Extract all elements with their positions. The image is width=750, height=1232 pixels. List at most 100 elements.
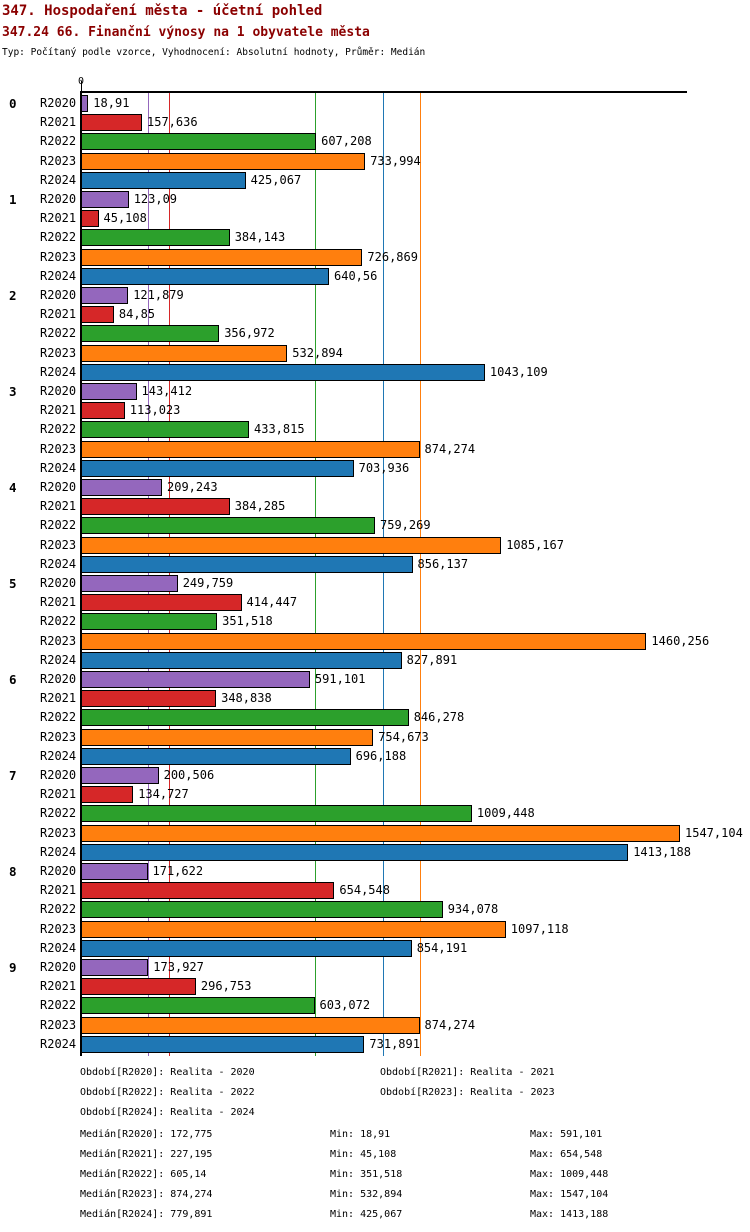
bar-r2020-0 [81, 95, 89, 112]
median-line-r2021 [169, 93, 170, 1056]
bar-value-label: 356,972 [224, 326, 275, 341]
bar-value-label: 532,894 [292, 345, 343, 360]
series-row-label: R2020 [40, 864, 77, 878]
bar-value-label: 249,759 [182, 576, 234, 590]
series-row-label: R2024 [40, 556, 77, 571]
bar-value-label: 1460,256 [651, 633, 710, 648]
group-label: 5 [9, 576, 17, 591]
series-row-label: R2022 [40, 422, 77, 437]
bar-r2022-1 [81, 229, 230, 247]
bar-r2022-6 [81, 709, 409, 727]
legend-period-label: Období[R2023]: Realita - 2023 [380, 1087, 555, 1098]
bar-value-label: 654,548 [339, 883, 390, 898]
series-row-label: R2024 [40, 1036, 77, 1051]
bar-r2024-2 [81, 363, 485, 381]
bar-value-label: 731,891 [369, 1036, 420, 1051]
series-row-label: R2023 [40, 249, 77, 264]
bar-value-label: 171,622 [152, 864, 204, 878]
bar-r2020-3 [81, 383, 137, 400]
indicator-title: 347.24 66. Finanční výnosy na 1 obyvatel… [2, 25, 370, 40]
bar-value-label: 121,879 [133, 288, 184, 302]
bar-r2024-0 [81, 171, 246, 189]
bar-value-label: 173,927 [153, 960, 204, 974]
stat-max-label: Max: 1547,104 [530, 1189, 609, 1200]
bar-value-label: 640,56 [334, 268, 378, 283]
legend-period-label: Období[R2020]: Realita - 2020 [80, 1067, 255, 1078]
series-row-label: R2024 [40, 940, 77, 955]
series-row-label: R2020 [40, 96, 77, 110]
series-row-label: R2021 [40, 787, 77, 802]
median-line-r2022 [315, 93, 317, 1056]
bar-value-label: 934,078 [447, 902, 499, 917]
median-line-r2023 [419, 93, 421, 1056]
stat-max-label: Max: 654,548 [530, 1149, 603, 1160]
y-axis-line [80, 91, 82, 1056]
series-row-label: R2020 [40, 960, 77, 974]
series-row-label: R2020 [40, 480, 77, 494]
bar-r2023-0 [81, 152, 366, 170]
bar-value-label: 157,636 [147, 115, 198, 130]
bar-r2022-8 [81, 901, 443, 919]
stat-median-label: Medián[R2023]: 874,274 [80, 1189, 213, 1200]
stat-min-label: Min: 351,518 [330, 1169, 403, 1180]
series-row-label: R2021 [40, 979, 77, 994]
legend-period-label: Období[R2021]: Realita - 2021 [380, 1067, 555, 1078]
bar-value-label: 425,067 [250, 172, 302, 187]
bar-value-label: 854,191 [416, 940, 468, 955]
group-label: 9 [9, 960, 17, 975]
series-row-label: R2023 [40, 153, 77, 168]
bar-value-label: 1085,167 [506, 537, 564, 552]
stat-median-label: Medián[R2020]: 172,775 [80, 1129, 213, 1140]
bar-value-label: 348,838 [221, 691, 272, 706]
series-row-label: R2023 [40, 1017, 77, 1032]
bar-r2024-9 [81, 1035, 365, 1053]
bar-r2020-9 [81, 959, 149, 976]
bar-value-label: 696,188 [355, 748, 407, 763]
series-row-label: R2022 [40, 326, 77, 341]
bar-value-label: 754,673 [378, 729, 429, 744]
bar-r2023-3 [81, 440, 420, 458]
group-label: 3 [9, 384, 17, 399]
bar-value-label: 134,727 [138, 787, 189, 802]
group-label: 6 [9, 672, 17, 687]
series-row-label: R2021 [40, 595, 77, 610]
bar-value-label: 703,936 [358, 460, 410, 475]
stat-min-label: Min: 18,91 [330, 1129, 391, 1140]
series-row-label: R2023 [40, 345, 77, 360]
group-label: 8 [9, 864, 17, 879]
bar-r2022-2 [81, 325, 220, 343]
series-row-label: R2023 [40, 537, 77, 552]
bar-r2023-7 [81, 824, 680, 842]
bar-r2021-9 [81, 978, 196, 996]
legend-period-label: Období[R2022]: Realita - 2022 [80, 1087, 255, 1098]
series-row-label: R2022 [40, 902, 77, 917]
bar-value-label: 733,994 [370, 153, 421, 168]
bar-r2022-9 [81, 997, 315, 1015]
series-row-label: R2023 [40, 633, 77, 648]
group-label: 1 [9, 192, 17, 207]
bar-r2020-4 [81, 479, 162, 496]
bar-r2020-7 [81, 767, 159, 784]
bar-r2021-5 [81, 594, 242, 612]
bar-value-label: 200,506 [163, 768, 215, 782]
bar-value-label: 603,072 [319, 998, 371, 1013]
bar-r2023-2 [81, 344, 288, 362]
bar-value-label: 1547,104 [685, 825, 743, 840]
group-label: 4 [9, 480, 17, 495]
bar-value-label: 607,208 [321, 134, 372, 149]
report-title: 347. Hospodaření města - účetní pohled [2, 3, 323, 19]
bar-r2020-5 [81, 575, 178, 592]
bar-r2024-8 [81, 939, 412, 957]
bar-r2024-7 [81, 843, 629, 861]
bar-value-label: 856,137 [417, 556, 469, 571]
bar-r2022-5 [81, 613, 218, 631]
bar-value-label: 726,869 [367, 249, 418, 264]
bar-value-label: 759,269 [380, 518, 431, 533]
series-row-label: R2022 [40, 998, 77, 1013]
bar-r2023-4 [81, 536, 502, 554]
bar-r2021-8 [81, 882, 335, 900]
median-line-r2024 [383, 93, 384, 1056]
series-row-label: R2024 [40, 268, 77, 283]
group-label: 0 [9, 96, 17, 111]
